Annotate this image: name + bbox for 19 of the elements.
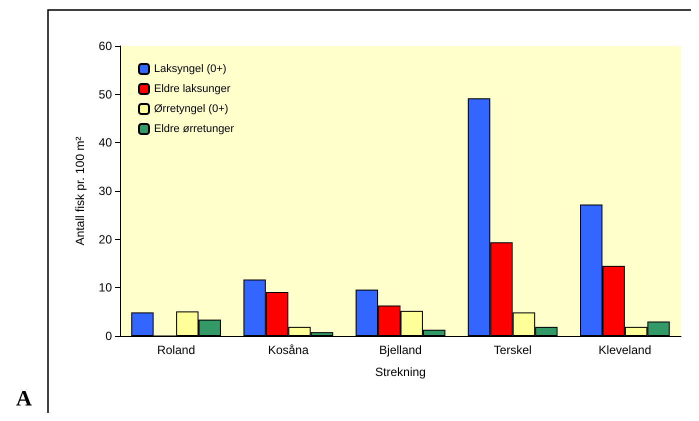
- legend-label: Laksyngel (0+): [154, 63, 226, 75]
- x-tick-label: Roland: [157, 343, 196, 357]
- x-axis-title: Strekning: [375, 365, 426, 379]
- x-tick-label: Kleveland: [598, 343, 652, 357]
- y-tick-label: 40: [98, 136, 112, 150]
- y-axis-title: Antall fisk pr. 100 m²: [73, 136, 87, 246]
- legend-label: Eldre laksunger: [154, 83, 231, 95]
- legend-label: Ørretyngel (0+): [154, 103, 228, 115]
- y-tick-label: 60: [98, 39, 112, 53]
- text: A: [16, 386, 32, 410]
- y-tick-label: 30: [98, 184, 112, 198]
- x-tick-label: Terskel: [494, 343, 532, 357]
- x-tick-label: Bjelland: [379, 343, 422, 357]
- legend-label: Eldre ørretunger: [154, 123, 234, 135]
- x-tick-label: Kosåna: [268, 343, 309, 357]
- y-tick-label: 20: [98, 232, 112, 246]
- y-tick-label: 0: [105, 329, 112, 343]
- y-tick-label: 10: [98, 280, 112, 295]
- y-tick-label: 50: [98, 87, 112, 102]
